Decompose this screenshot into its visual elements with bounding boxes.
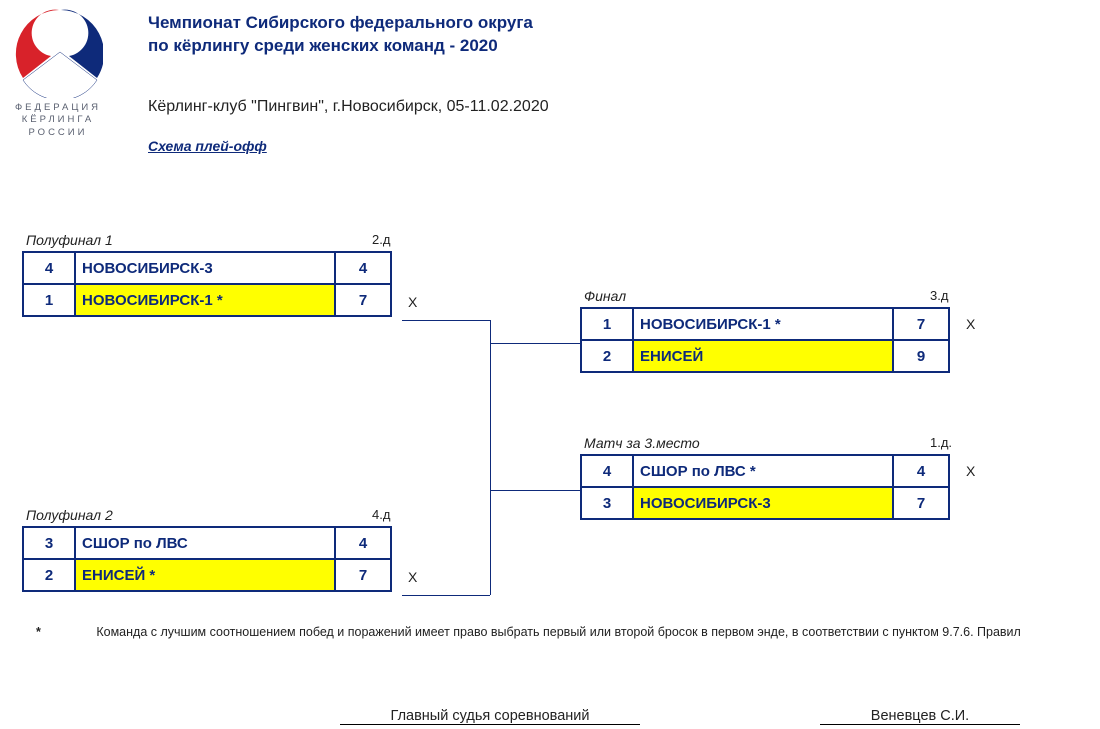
connector-line	[490, 490, 580, 491]
table-row: 3 СШОР по ЛВС 4	[23, 527, 391, 559]
table-row: 2 ЕНИСЕЙ 9	[581, 340, 949, 372]
third-label: Матч за 3.место	[584, 435, 700, 451]
team-cell: СШОР по ЛВС	[75, 527, 335, 559]
logo-mark-icon	[13, 8, 103, 98]
logo-text-line2: КЁРЛИНГА	[15, 114, 101, 126]
x-mark: X	[966, 316, 975, 332]
score-cell: 7	[335, 559, 391, 591]
third-day: 1.д.	[930, 435, 952, 450]
seed-cell: 4	[23, 252, 75, 284]
score-cell: 9	[893, 340, 949, 372]
semi2-day: 4.д	[372, 507, 390, 522]
logo-text-line1: ФЕДЕРАЦИЯ	[15, 102, 101, 114]
score-cell: 4	[335, 252, 391, 284]
final-table: 1 НОВОСИБИРСК-1 * 7 2 ЕНИСЕЙ 9	[580, 307, 950, 373]
table-row: 4 НОВОСИБИРСК-3 4	[23, 252, 391, 284]
table-row: 1 НОВОСИБИРСК-1 * 7	[581, 308, 949, 340]
semi1-table: 4 НОВОСИБИРСК-3 4 1 НОВОСИБИРСК-1 * 7	[22, 251, 392, 317]
seed-cell: 1	[23, 284, 75, 316]
x-mark: X	[966, 463, 975, 479]
score-cell: 4	[893, 455, 949, 487]
semi2-label: Полуфинал 2	[26, 507, 113, 523]
connector-line	[402, 320, 490, 321]
connector-line	[402, 595, 490, 596]
table-row: 1 НОВОСИБИРСК-1 * 7	[23, 284, 391, 316]
score-cell: 7	[893, 308, 949, 340]
semi1-label: Полуфинал 1	[26, 232, 113, 248]
header: ФЕДЕРАЦИЯ КЁРЛИНГА РОССИИ Чемпионат Сиби…	[8, 8, 549, 154]
seed-cell: 2	[23, 559, 75, 591]
team-cell: СШОР по ЛВС *	[633, 455, 893, 487]
connector-line	[490, 343, 580, 344]
seed-cell: 3	[581, 487, 633, 519]
table-row: 3 НОВОСИБИРСК-3 7	[581, 487, 949, 519]
footnote-star: *	[36, 625, 41, 639]
connector-line	[490, 320, 491, 595]
footnote-text: Команда с лучшим соотношением побед и по…	[96, 625, 1020, 639]
third-table: 4 СШОР по ЛВС * 4 3 НОВОСИБИРСК-3 7	[580, 454, 950, 520]
team-cell: НОВОСИБИРСК-1 *	[75, 284, 335, 316]
title-line2: по кёрлингу среди женских команд - 2020	[148, 35, 549, 58]
seed-cell: 3	[23, 527, 75, 559]
signature-role: Главный судья соревнований	[340, 708, 640, 725]
table-row: 4 СШОР по ЛВС * 4	[581, 455, 949, 487]
final-day: 3.д	[930, 288, 948, 303]
seed-cell: 1	[581, 308, 633, 340]
seed-cell: 4	[581, 455, 633, 487]
team-cell: НОВОСИБИРСК-1 *	[633, 308, 893, 340]
venue-line: Кёрлинг-клуб "Пингвин", г.Новосибирск, 0…	[148, 98, 549, 116]
x-mark: X	[408, 569, 417, 585]
x-mark: X	[408, 294, 417, 310]
table-row: 2 ЕНИСЕЙ * 7	[23, 559, 391, 591]
team-cell: ЕНИСЕЙ	[633, 340, 893, 372]
signature-name: Веневцев С.И.	[820, 708, 1020, 725]
final-label: Финал	[584, 288, 626, 304]
score-cell: 4	[335, 527, 391, 559]
logo-text: ФЕДЕРАЦИЯ КЁРЛИНГА РОССИИ	[15, 102, 101, 139]
logo-text-line3: РОССИИ	[15, 127, 101, 139]
semi2-table: 3 СШОР по ЛВС 4 2 ЕНИСЕЙ * 7	[22, 526, 392, 592]
team-cell: ЕНИСЕЙ *	[75, 559, 335, 591]
score-cell: 7	[893, 487, 949, 519]
title-line1: Чемпионат Сибирского федерального округа	[148, 12, 549, 35]
page-title: Чемпионат Сибирского федерального округа…	[148, 12, 549, 58]
title-block: Чемпионат Сибирского федерального округа…	[148, 8, 549, 154]
seed-cell: 2	[581, 340, 633, 372]
score-cell: 7	[335, 284, 391, 316]
team-cell: НОВОСИБИРСК-3	[75, 252, 335, 284]
semi1-day: 2.д	[372, 232, 390, 247]
team-cell: НОВОСИБИРСК-3	[633, 487, 893, 519]
federation-logo: ФЕДЕРАЦИЯ КЁРЛИНГА РОССИИ	[8, 8, 108, 138]
footnote: * Команда с лучшим соотношением побед и …	[36, 625, 1021, 639]
schema-title: Схема плей-офф	[148, 138, 549, 154]
